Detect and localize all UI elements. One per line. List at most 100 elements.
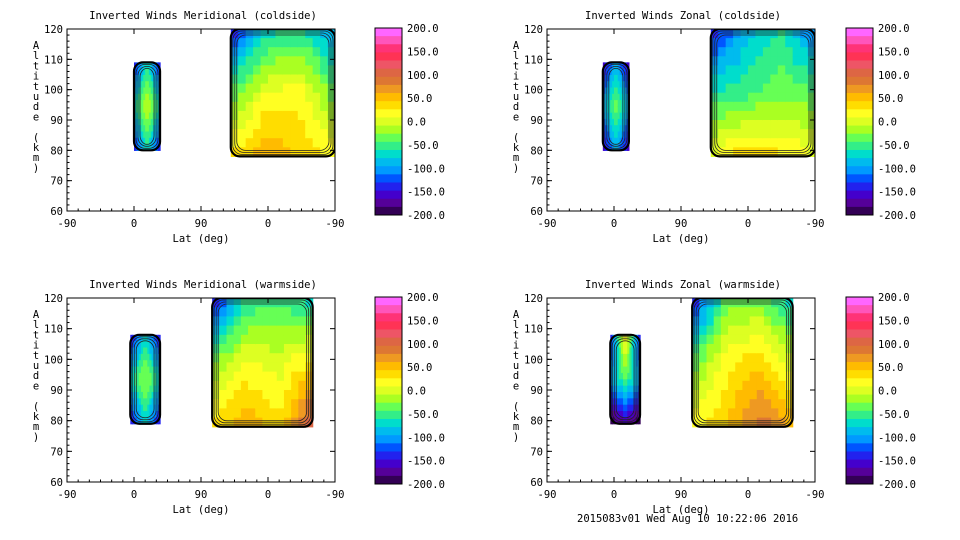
contour-cell	[136, 366, 140, 374]
contour-cell	[785, 101, 794, 112]
contour-cell	[792, 65, 801, 76]
contour-cell	[230, 147, 239, 157]
contour-cell	[625, 417, 628, 425]
contour-cell	[635, 398, 639, 406]
contour-cell	[777, 38, 786, 48]
contour-cell	[610, 144, 613, 151]
colorbar-swatch	[375, 321, 402, 330]
contour-cell	[151, 398, 155, 406]
contour-cell	[145, 68, 148, 76]
contour-cell	[305, 74, 314, 85]
contour-cell	[610, 118, 613, 126]
contour-cell	[733, 101, 742, 112]
colorbar-swatch	[846, 305, 873, 314]
contour-cell	[134, 341, 138, 349]
colorbar-swatch	[375, 76, 402, 86]
contour-cell	[756, 353, 765, 363]
contour-cell	[785, 74, 794, 85]
contour-cell	[275, 110, 284, 121]
contour-cell	[785, 325, 794, 336]
contour-cell	[143, 112, 146, 120]
contour-cell	[240, 390, 249, 400]
contour-cell	[298, 325, 307, 336]
contour-cell	[606, 100, 610, 107]
contour-cell	[312, 47, 321, 57]
contour-cell	[763, 390, 772, 400]
contour-cell	[610, 372, 614, 380]
contour-cell	[755, 74, 764, 85]
contour-cell	[137, 118, 141, 126]
contour-cell	[135, 74, 139, 82]
colorbar-label: -200.0	[878, 210, 916, 222]
contour-cell	[143, 74, 146, 82]
contour-cell	[137, 62, 141, 70]
contour-cell	[219, 371, 228, 382]
contour-cell	[219, 334, 228, 345]
contour-cell	[139, 74, 143, 82]
contour-cell	[778, 307, 787, 317]
contour-cell	[156, 112, 159, 120]
contour-cell	[771, 298, 779, 308]
contour-cell	[748, 83, 757, 94]
contour-cell	[135, 118, 139, 126]
contour-field	[129, 298, 314, 428]
contour-cell	[282, 83, 291, 94]
contour-cell	[728, 334, 736, 345]
contour-cell	[614, 411, 618, 418]
contour-cell	[297, 101, 306, 112]
contour-cell	[138, 391, 142, 399]
contour-cell	[699, 325, 708, 336]
y-tick-label: 60	[50, 206, 63, 218]
contour-cell	[792, 129, 801, 139]
contour-cell	[725, 138, 734, 148]
contour-cell	[612, 334, 616, 342]
contour-cell	[756, 316, 765, 327]
colorbar-label: -100.0	[407, 163, 445, 175]
contour-cell	[771, 334, 779, 345]
y-tick-label: 120	[524, 24, 543, 36]
contour-cell	[320, 65, 329, 76]
contour-cell	[718, 83, 727, 94]
contour-cell	[625, 100, 628, 107]
contour-cell	[785, 408, 794, 419]
contour-cell	[312, 38, 321, 48]
contour-cell	[153, 404, 157, 412]
contour-cell	[276, 353, 285, 363]
contour-cell	[763, 353, 772, 363]
contour-cell	[606, 118, 610, 126]
contour-cell	[140, 379, 144, 387]
colorbar-label: 200.0	[407, 23, 439, 35]
contour-cell	[262, 408, 271, 419]
contour-cell	[148, 81, 152, 89]
contour-cell	[262, 325, 271, 336]
contour-cell	[785, 83, 794, 94]
contour-cell	[143, 341, 146, 349]
contour-cell	[706, 371, 715, 382]
contour-cell	[238, 120, 247, 130]
contour-cell	[141, 68, 144, 76]
colorbar-label: 0.0	[878, 386, 897, 398]
contour-cell	[226, 307, 235, 317]
contour-cell	[238, 101, 247, 112]
contour-cell	[623, 385, 626, 393]
contour-cell	[785, 390, 794, 400]
contour-cell	[602, 131, 606, 139]
contour-cell	[619, 81, 623, 89]
contour-cell	[771, 408, 779, 419]
contour-region-2	[211, 298, 314, 428]
colorbar: 200.0150.0100.050.00.0-50.0-100.0-150.0-…	[374, 23, 445, 222]
contour-cell	[143, 68, 146, 76]
contour-cell	[298, 298, 307, 308]
contour-cell	[610, 360, 614, 368]
contour-cell	[298, 371, 307, 382]
contour-cell	[283, 334, 292, 345]
contour-cell	[147, 144, 150, 151]
colorbar-label: 150.0	[878, 46, 910, 58]
contour-cell	[623, 341, 626, 349]
contour-cell	[604, 106, 608, 114]
contour-cell	[153, 391, 157, 399]
contour-cell	[770, 138, 779, 148]
